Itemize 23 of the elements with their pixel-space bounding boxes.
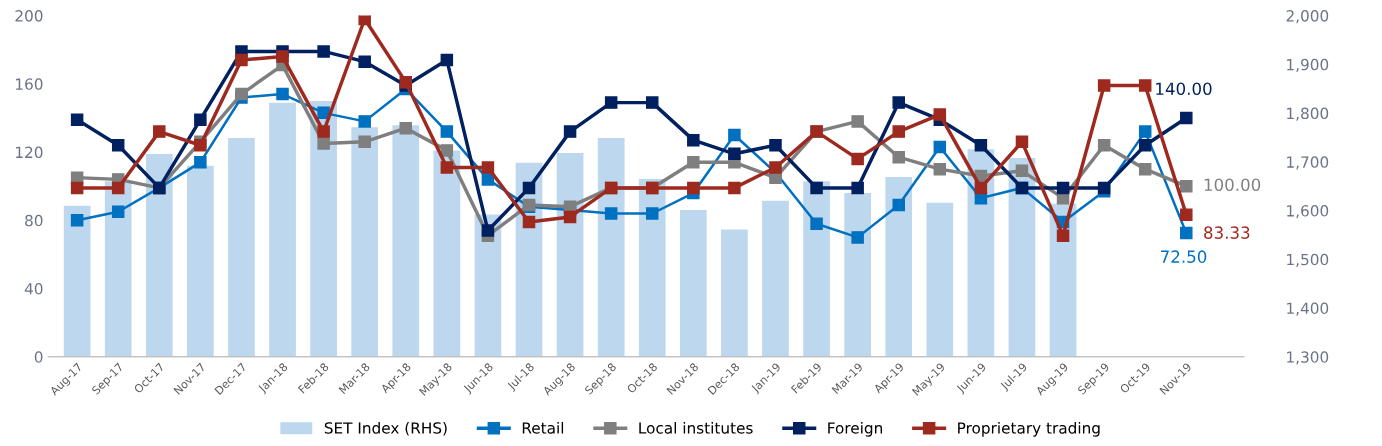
y2-tick-label: 1,700 — [1287, 156, 1329, 170]
y2-tick-label: 1,400 — [1287, 302, 1329, 316]
legend-label: SET Index (RHS) — [324, 421, 447, 436]
y2-tick-label: 1,300 — [1287, 351, 1329, 365]
legend-label: Foreign — [828, 421, 882, 437]
y-tick-label: 160 — [16, 78, 43, 90]
y2-tick-label: 1,800 — [1287, 107, 1329, 121]
legend-label: Proprietary trading — [958, 421, 1100, 437]
y-tick-label: 40 — [24, 283, 43, 295]
y2-tick-label: 2,000 — [1286, 10, 1329, 24]
y2-tick-label: 1,500 — [1287, 253, 1329, 267]
y2-tick-label: 1,600 — [1287, 205, 1329, 219]
y-tick-label: 80 — [25, 214, 43, 227]
y-tick-label: 0 — [34, 351, 43, 363]
legend-label: Retail — [522, 421, 564, 434]
y-tick-label: 200 — [15, 10, 43, 22]
data-label: 140.00 — [1156, 82, 1212, 96]
data-label: 72.50 — [1161, 250, 1207, 263]
y2-tick-label: 1,900 — [1287, 58, 1329, 72]
data-label: 83.33 — [1204, 226, 1250, 239]
legend-label: Local institutes — [639, 421, 753, 434]
y-tick-label: 120 — [16, 146, 43, 159]
data-label: 100.00 — [1204, 178, 1261, 192]
